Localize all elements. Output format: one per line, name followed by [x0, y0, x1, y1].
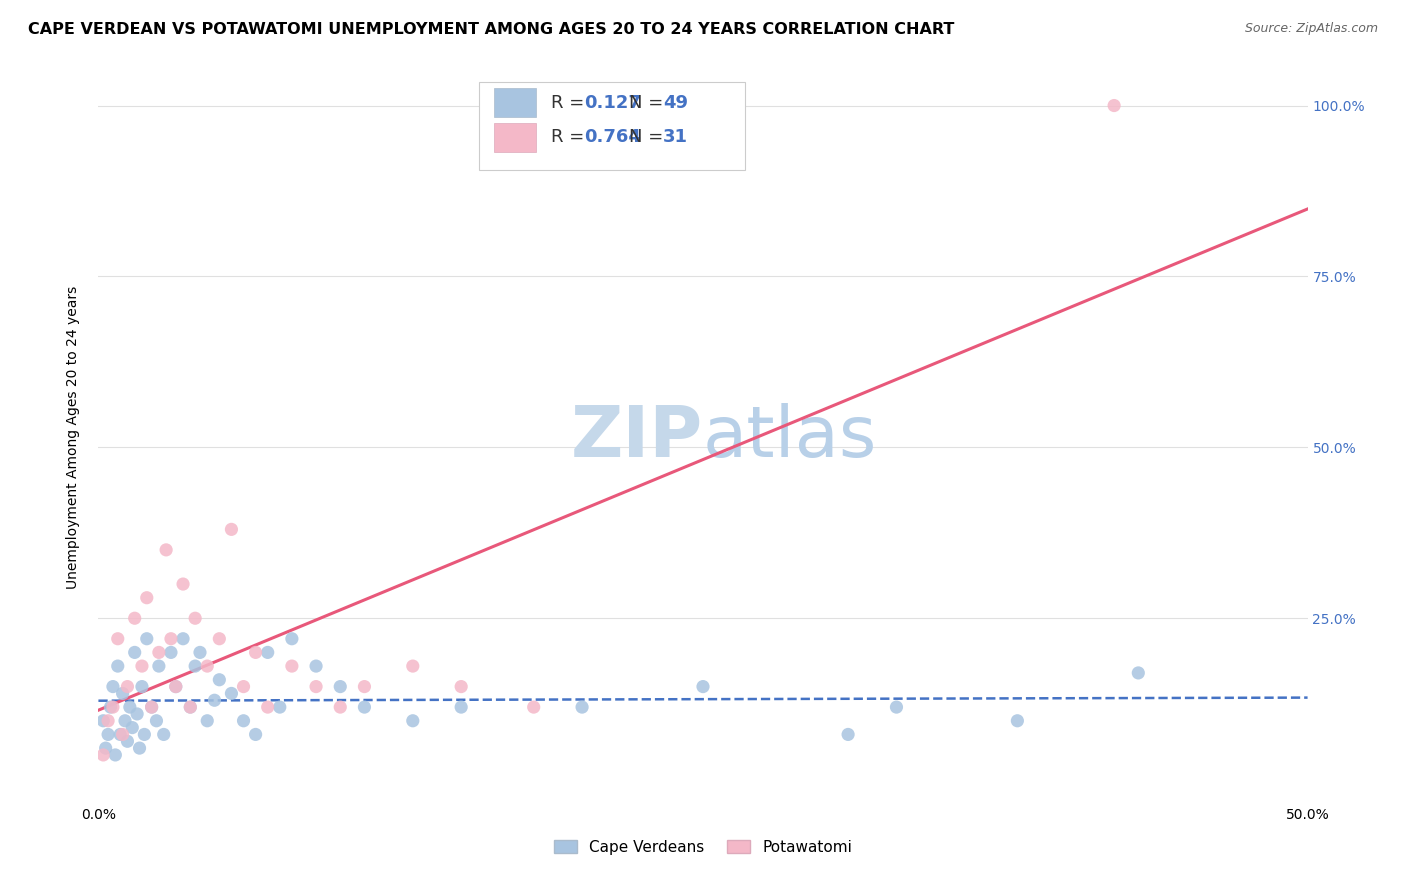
Point: [107, 659, 129, 673]
Point: [141, 700, 163, 714]
Point: [184, 659, 207, 673]
Point: [165, 680, 187, 694]
Point: [134, 727, 156, 741]
Point: [101, 680, 124, 694]
Point: [195, 659, 218, 673]
Point: [269, 700, 291, 714]
Text: 0.764: 0.764: [585, 128, 641, 146]
Text: R =: R =: [551, 128, 589, 146]
Point: [124, 611, 146, 625]
Point: [117, 680, 139, 694]
Legend: Cape Verdeans, Potawatomi: Cape Verdeans, Potawatomi: [548, 834, 858, 861]
Point: [232, 680, 254, 694]
Point: [155, 542, 177, 557]
Point: [353, 680, 375, 694]
Text: N =: N =: [630, 94, 669, 112]
Point: [195, 714, 218, 728]
Point: [114, 714, 136, 728]
Point: [179, 700, 201, 714]
Point: [172, 577, 194, 591]
Text: Source: ZipAtlas.com: Source: ZipAtlas.com: [1244, 22, 1378, 36]
Point: [111, 686, 134, 700]
Point: [101, 700, 124, 714]
Point: [450, 680, 472, 694]
Text: ZIP: ZIP: [571, 402, 703, 472]
Point: [91, 714, 114, 728]
Point: [204, 693, 226, 707]
Point: [184, 611, 207, 625]
Point: [135, 591, 157, 605]
Point: [886, 700, 908, 714]
Point: [97, 714, 120, 728]
Point: [131, 659, 153, 673]
Text: CAPE VERDEAN VS POTAWATOMI UNEMPLOYMENT AMONG AGES 20 TO 24 YEARS CORRELATION CH: CAPE VERDEAN VS POTAWATOMI UNEMPLOYMENT …: [28, 22, 955, 37]
Point: [402, 659, 425, 673]
Point: [148, 645, 170, 659]
Text: 31: 31: [664, 128, 688, 146]
Point: [108, 727, 131, 741]
Point: [141, 700, 163, 714]
Point: [245, 645, 267, 659]
Point: [152, 727, 174, 741]
Point: [107, 632, 129, 646]
Text: atlas: atlas: [703, 402, 877, 472]
Point: [128, 741, 150, 756]
Point: [135, 632, 157, 646]
Point: [245, 727, 267, 741]
Point: [837, 727, 859, 741]
Point: [353, 700, 375, 714]
Point: [179, 700, 201, 714]
Point: [94, 741, 117, 756]
FancyBboxPatch shape: [494, 122, 536, 152]
Y-axis label: Unemployment Among Ages 20 to 24 years: Unemployment Among Ages 20 to 24 years: [66, 285, 80, 589]
Point: [117, 734, 139, 748]
Point: [97, 727, 120, 741]
Point: [104, 747, 127, 762]
Point: [305, 659, 328, 673]
Point: [208, 673, 231, 687]
Point: [402, 714, 425, 728]
Point: [208, 632, 231, 646]
Point: [100, 700, 122, 714]
Point: [221, 686, 243, 700]
Point: [281, 632, 304, 646]
Point: [1007, 714, 1029, 728]
Text: 0.127: 0.127: [585, 94, 641, 112]
FancyBboxPatch shape: [479, 82, 745, 170]
Point: [160, 645, 183, 659]
Point: [118, 700, 141, 714]
Point: [571, 700, 593, 714]
Point: [111, 727, 134, 741]
Point: [91, 747, 114, 762]
FancyBboxPatch shape: [494, 88, 536, 118]
Point: [131, 680, 153, 694]
Point: [172, 632, 194, 646]
Text: N =: N =: [630, 128, 669, 146]
Point: [329, 680, 352, 694]
Point: [692, 680, 714, 694]
Point: [523, 700, 546, 714]
Point: [256, 700, 278, 714]
Point: [232, 714, 254, 728]
Point: [305, 680, 328, 694]
Point: [329, 700, 352, 714]
Point: [188, 645, 211, 659]
Point: [1128, 665, 1150, 680]
Point: [121, 721, 143, 735]
Text: R =: R =: [551, 94, 589, 112]
Point: [148, 659, 170, 673]
Point: [281, 659, 304, 673]
Point: [160, 632, 183, 646]
Point: [221, 522, 243, 536]
Text: 49: 49: [664, 94, 688, 112]
Point: [256, 645, 278, 659]
Point: [124, 645, 146, 659]
Point: [165, 680, 187, 694]
Point: [450, 700, 472, 714]
Point: [1102, 98, 1125, 112]
Point: [145, 714, 167, 728]
Point: [127, 706, 149, 721]
